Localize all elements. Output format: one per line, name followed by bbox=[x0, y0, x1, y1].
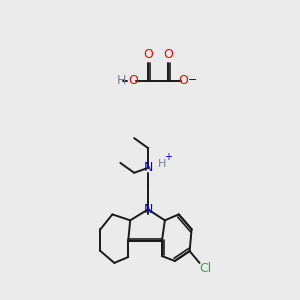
Text: Cl: Cl bbox=[200, 262, 211, 275]
Text: O: O bbox=[163, 48, 173, 62]
Text: O: O bbox=[179, 74, 189, 87]
Text: N: N bbox=[143, 161, 153, 174]
Text: H: H bbox=[117, 74, 126, 87]
Text: O: O bbox=[128, 74, 138, 87]
Text: +: + bbox=[164, 152, 172, 162]
Text: N: N bbox=[143, 203, 153, 216]
Text: −: − bbox=[188, 75, 197, 85]
Text: O: O bbox=[143, 48, 153, 62]
Text: H: H bbox=[158, 159, 166, 169]
